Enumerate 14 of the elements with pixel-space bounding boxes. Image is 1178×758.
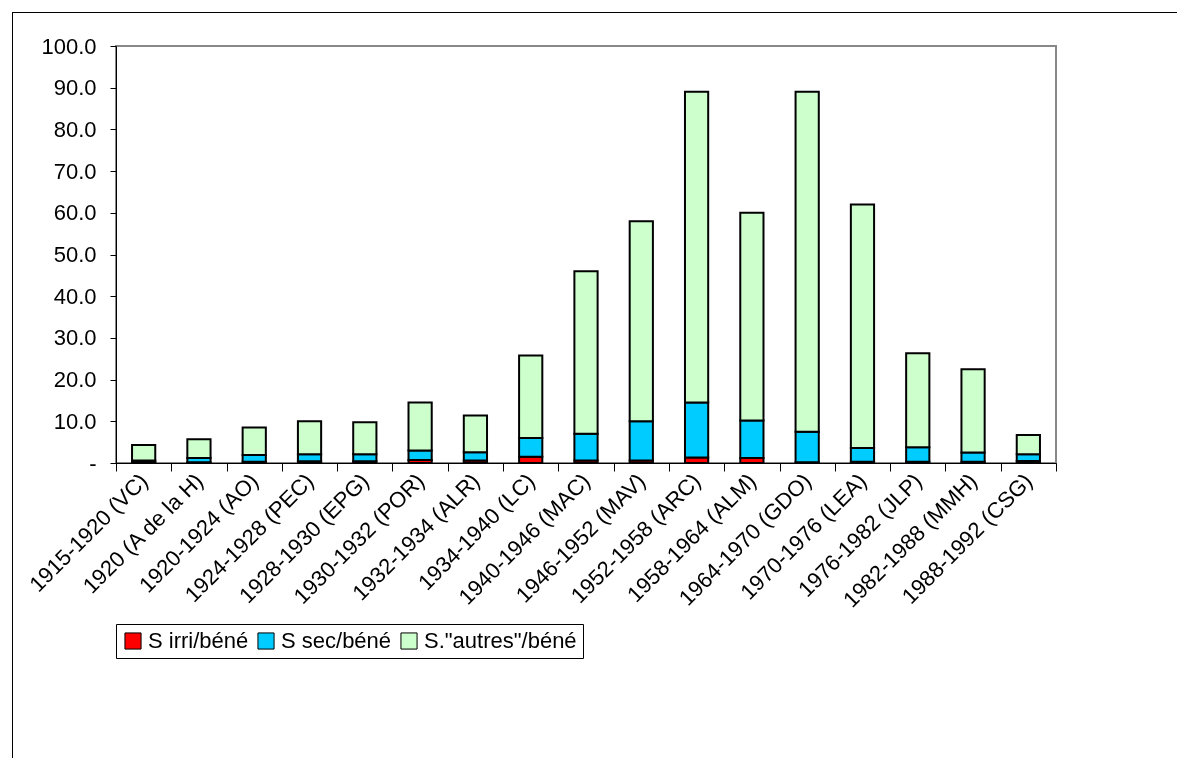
y-tick-label: 30.0 bbox=[53, 325, 97, 351]
y-tick-label: 50.0 bbox=[53, 242, 97, 267]
y-tick-label: 70.0 bbox=[53, 158, 97, 184]
legend-label: S."autres"/béné bbox=[424, 628, 577, 653]
y-tick-label: 90.0 bbox=[53, 75, 97, 101]
legend-label: S sec/béné bbox=[281, 628, 392, 653]
y-tick-label: 10.0 bbox=[53, 408, 97, 434]
y-tick-label: 20.0 bbox=[53, 367, 97, 393]
legend-label: S irri/béné bbox=[148, 628, 249, 653]
y-tick-label: 40.0 bbox=[53, 283, 97, 309]
y-tick-label: 100.0 bbox=[41, 33, 97, 59]
y-tick-label: 60.0 bbox=[53, 200, 97, 226]
y-tick-label: - bbox=[89, 450, 97, 476]
y-tick-label: 80.0 bbox=[53, 116, 97, 142]
